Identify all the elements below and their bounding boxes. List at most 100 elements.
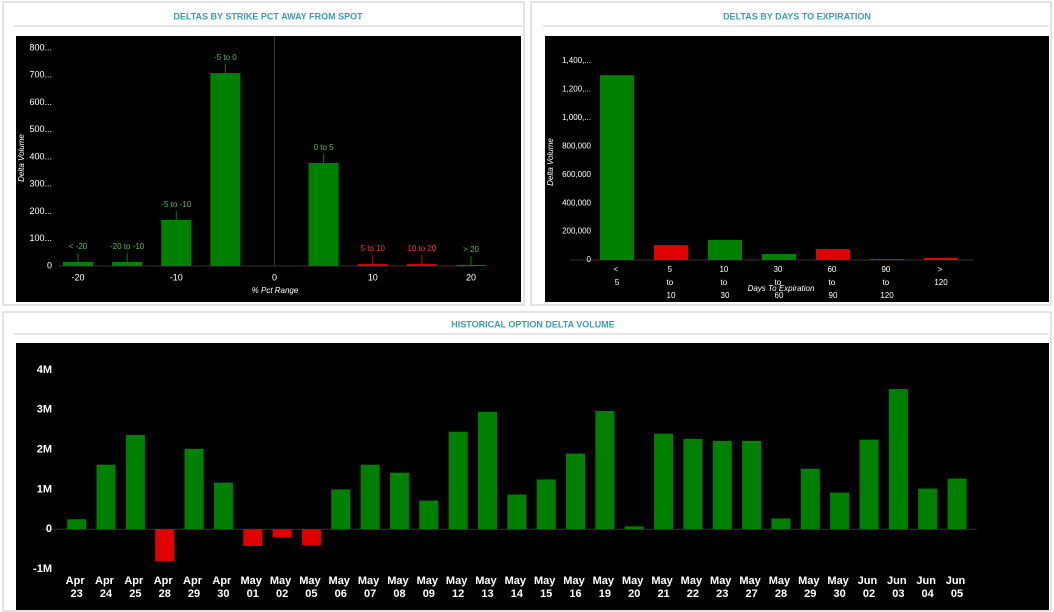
x-tick-label: May 12 (446, 575, 470, 600)
y-tick-label: 600... (29, 97, 52, 107)
bar (357, 264, 388, 266)
bar (406, 264, 437, 266)
y-tick-label: 400,000 (562, 198, 591, 207)
bar (184, 448, 204, 530)
y-tick-label: 800,000 (562, 141, 591, 150)
x-tick-label: Apr 30 (212, 575, 234, 600)
x-axis-title: Days To Expiration (748, 284, 815, 293)
y-tick-label: 200... (29, 206, 52, 216)
bar (478, 411, 498, 530)
x-tick-label: -10 (170, 272, 183, 282)
y-tick-label: 0 (46, 523, 52, 535)
y-tick-label: 300... (29, 179, 52, 189)
bar (830, 492, 850, 530)
bar (742, 440, 762, 530)
y-tick-label: -1M (33, 563, 52, 575)
bar (595, 410, 615, 530)
x-tick-label: May 19 (593, 575, 617, 600)
x-tick-label: May 27 (739, 575, 763, 600)
bar-label: 10 to 20 (407, 244, 436, 253)
x-tick-label: May 22 (681, 575, 705, 600)
y-tick-label: 3M (37, 404, 52, 416)
bar (816, 249, 850, 260)
bar-label: < -20 (69, 242, 88, 251)
bar (161, 219, 192, 266)
y-tick-label: 500... (29, 124, 52, 134)
x-tick-label: May 29 (798, 575, 822, 600)
x-tick-label: Apr 24 (95, 575, 117, 600)
x-tick-label: 60 to 90 (827, 265, 838, 300)
bar (566, 453, 586, 530)
x-tick-label: May 14 (505, 575, 529, 600)
x-tick-label: < 5 (614, 265, 621, 287)
y-tick-label: 200,000 (562, 227, 591, 236)
x-tick-label: May 23 (710, 575, 734, 600)
x-tick-label: May 28 (769, 575, 793, 600)
bar (96, 464, 116, 530)
bar (456, 264, 486, 266)
x-tick-label: 10 (368, 272, 378, 282)
y-tick-label: 4M (37, 364, 52, 376)
bar (448, 431, 468, 530)
chart-title: DELTAS BY DAYS TO EXPIRATION (723, 11, 871, 21)
x-tick-label: Jun 04 (916, 575, 939, 600)
bar (859, 439, 879, 530)
bar (243, 529, 263, 546)
bar-label: 5 to 10 (361, 244, 386, 253)
bar (155, 529, 175, 562)
bar (870, 259, 904, 260)
bar-label: -5 to -10 (161, 200, 191, 209)
bar (360, 464, 380, 530)
bar (63, 261, 93, 266)
bar (536, 479, 556, 530)
x-tick-label: Jun 05 (946, 575, 969, 600)
y-tick-label: 1,000,... (562, 113, 591, 122)
bar (683, 438, 703, 530)
bar-label: -5 to 0 (214, 53, 237, 62)
bar (947, 478, 967, 530)
bar-label: 0 to 5 (314, 143, 335, 152)
bar (308, 162, 339, 266)
x-tick-label: 5 to 10 (667, 265, 676, 300)
x-tick-label: May 09 (417, 575, 441, 600)
bar (708, 239, 742, 260)
bar (624, 526, 644, 530)
x-tick-label: May 02 (270, 575, 294, 600)
bar (67, 519, 87, 530)
y-tick-label: 800... (29, 42, 52, 52)
x-tick-label: > 120 (934, 265, 948, 287)
bar (331, 489, 351, 530)
y-axis-title: Delta Volume (17, 134, 26, 182)
bar (918, 488, 938, 530)
x-tick-label: May 07 (358, 575, 382, 600)
x-tick-label: May 08 (387, 575, 411, 600)
y-tick-label: 2M (37, 444, 52, 456)
bar-label: > 20 (463, 245, 479, 254)
x-tick-label: -20 (71, 272, 84, 282)
bar (800, 468, 820, 530)
x-tick-label: Apr 25 (124, 575, 146, 600)
bar (389, 472, 409, 530)
x-tick-label: Apr 28 (154, 575, 176, 600)
x-tick-label: 30 to 60 (773, 265, 784, 300)
bar (507, 494, 527, 530)
x-tick-label: Jun 02 (858, 575, 881, 600)
y-axis-title: Delta Volume (546, 138, 555, 186)
bar (762, 254, 796, 260)
x-tick-label: May 20 (622, 575, 646, 600)
x-tick-label: May 16 (563, 575, 587, 600)
y-tick-label: 0 (587, 255, 592, 264)
x-tick-label: May 30 (827, 575, 851, 600)
bar (924, 258, 958, 260)
bar (600, 75, 634, 260)
y-tick-label: 600,000 (562, 170, 591, 179)
chart-title: DELTAS BY STRIKE PCT AWAY FROM SPOT (173, 11, 363, 21)
bar (301, 529, 321, 546)
x-tick-label: Jun 03 (887, 575, 910, 600)
bar (112, 261, 143, 266)
x-tick-label: May 21 (651, 575, 675, 600)
x-tick-label: 20 (466, 272, 476, 282)
bar (213, 482, 233, 530)
chart-title: HISTORICAL OPTION DELTA VOLUME (451, 319, 615, 329)
bar (272, 529, 292, 538)
